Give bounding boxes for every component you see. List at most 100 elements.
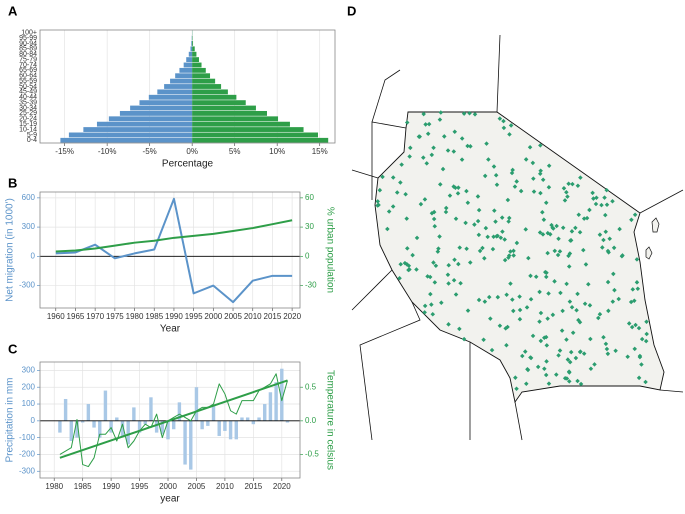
site-marker: [495, 294, 501, 300]
bar: [192, 46, 195, 52]
bar: [211, 405, 216, 421]
site-marker: [560, 308, 565, 314]
site-marker: [565, 357, 571, 362]
site-marker: [542, 366, 547, 372]
bar: [191, 41, 193, 46]
site-marker: [558, 290, 563, 296]
site-marker: [446, 262, 451, 268]
site-marker: [601, 335, 606, 340]
site-marker: [569, 304, 575, 310]
site-marker: [545, 316, 550, 321]
bar: [80, 420, 85, 423]
site-marker: [578, 349, 583, 354]
site-marker: [592, 362, 597, 367]
x-tick-label: 5%: [229, 147, 241, 156]
site-marker: [597, 311, 603, 317]
x-tick-label: 1960: [47, 312, 65, 321]
site-marker: [508, 281, 513, 286]
category-label: 60-64: [19, 73, 37, 80]
line-series: [59, 373, 288, 468]
site-marker: [634, 280, 640, 285]
site-marker: [528, 296, 534, 302]
site-marker: [556, 353, 561, 358]
site-marker: [567, 299, 573, 304]
bar: [69, 420, 73, 442]
x-tick-label: 1985: [74, 482, 92, 491]
site-marker: [605, 279, 611, 285]
site-marker: [567, 379, 572, 384]
bar: [192, 132, 318, 138]
bar: [115, 417, 119, 421]
bar: [183, 420, 187, 465]
site-marker: [568, 349, 574, 355]
site-marker: [514, 386, 519, 391]
category-label: 85-89: [19, 46, 37, 53]
bar: [63, 398, 68, 421]
bar: [240, 417, 244, 421]
site-marker: [504, 342, 509, 348]
site-marker: [433, 263, 439, 269]
site-marker: [428, 291, 433, 297]
site-marker: [575, 378, 580, 384]
category-label: 35-39: [19, 99, 37, 106]
site-marker: [575, 291, 580, 297]
x-tick-label: 1980: [45, 482, 63, 491]
x-tick-label: 2020: [283, 312, 301, 321]
bar: [228, 420, 233, 440]
site-marker: [397, 275, 402, 281]
y2-tick-label: 30: [305, 222, 314, 231]
bar: [192, 41, 194, 46]
site-marker: [422, 310, 427, 315]
y-tick-label: -300: [19, 466, 36, 475]
x-tick-label: 1990: [102, 482, 120, 491]
bar: [183, 62, 193, 68]
site-marker: [533, 274, 539, 279]
site-marker: [564, 281, 569, 287]
bar: [285, 420, 290, 423]
x-axis-title: Percentage: [162, 159, 214, 170]
site-marker: [482, 173, 488, 179]
bar: [263, 404, 267, 421]
bar: [234, 420, 238, 440]
site-marker: [559, 328, 565, 333]
site-marker: [538, 310, 544, 316]
site-marker: [636, 375, 642, 381]
panel-label: C: [8, 341, 18, 356]
bar: [179, 67, 193, 73]
site-marker: [431, 260, 436, 265]
site-marker: [446, 281, 451, 286]
bar: [192, 89, 228, 95]
x-tick-label: -10%: [98, 147, 117, 156]
site-marker: [452, 257, 457, 263]
y2-tick-label: -30: [305, 281, 317, 290]
bar: [192, 121, 290, 127]
site-marker: [636, 325, 642, 331]
site-marker: [635, 286, 641, 292]
bar: [108, 116, 193, 122]
site-marker: [504, 292, 509, 298]
x-tick-label: 2015: [264, 312, 282, 321]
bar: [192, 105, 256, 111]
bar: [206, 420, 210, 426]
site-marker: [488, 316, 493, 321]
site-marker: [439, 300, 444, 305]
site-marker: [482, 299, 488, 304]
neighbor-borders: [351, 34, 684, 441]
site-marker: [552, 279, 557, 284]
site-marker: [404, 216, 409, 221]
site-marker: [468, 260, 473, 265]
bar: [257, 417, 261, 421]
site-marker: [550, 312, 556, 318]
bar: [192, 116, 279, 122]
site-marker: [604, 346, 610, 352]
bar: [166, 420, 170, 440]
bar: [109, 420, 113, 433]
bar: [171, 420, 176, 430]
site-marker: [513, 375, 518, 380]
site-marker: [610, 299, 616, 304]
site-marker: [422, 303, 428, 309]
site-marker: [522, 349, 528, 354]
panel-label: D: [347, 3, 356, 18]
x-tick-label: 1970: [86, 312, 104, 321]
bar: [149, 397, 153, 421]
